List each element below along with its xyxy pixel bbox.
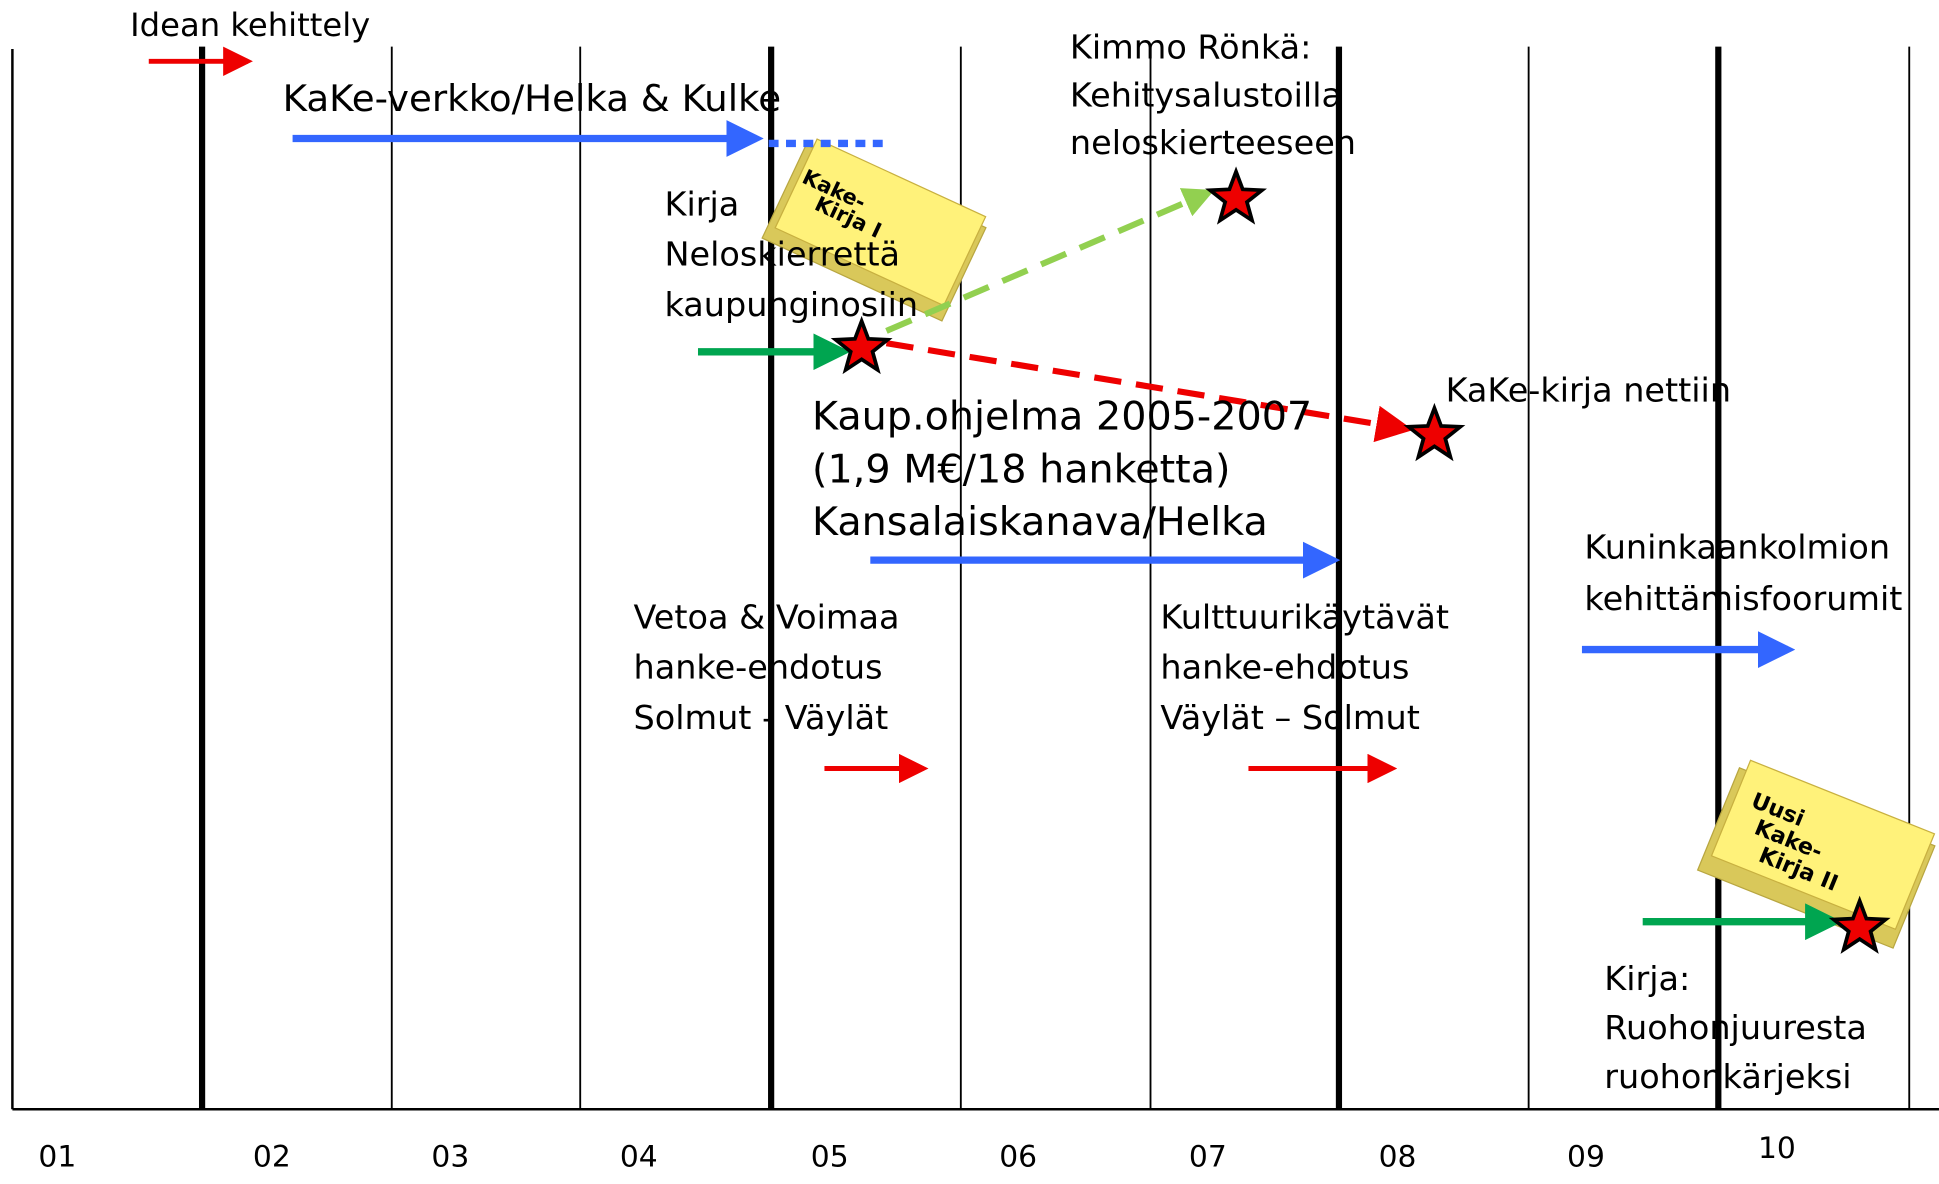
label: Kansalaiskanava/Helka (812, 499, 1268, 545)
label: (1,9 M€/18 hanketta) (812, 447, 1230, 493)
texts: Idean kehittely KaKe-verkko/Helka & Kulke… (38, 6, 1902, 1174)
year-label: 09 (1567, 1140, 1605, 1174)
star (1205, 166, 1267, 225)
label: Kirja: (1604, 959, 1690, 998)
arrows (148, 46, 1843, 941)
label: Ruohonjuuresta (1604, 1008, 1867, 1047)
label: ruohonkärjeksi (1604, 1057, 1851, 1096)
year-label: 06 (999, 1140, 1037, 1174)
grid (11, 46, 1939, 1111)
year-label: 01 (38, 1140, 76, 1174)
label: Kimmo Rönkä: (1070, 28, 1311, 67)
year-label: 05 (811, 1140, 849, 1174)
year-label: 10 (1758, 1131, 1796, 1165)
year-label: 08 (1379, 1140, 1417, 1174)
label: kehittämisfoorumit (1584, 579, 1902, 618)
label: KaKe-kirja nettiin (1446, 371, 1731, 410)
year-label: 02 (253, 1140, 291, 1174)
year-label: 03 (431, 1140, 469, 1174)
year-label: 04 (620, 1140, 658, 1174)
label: Vetoa & Voimaa (634, 598, 900, 637)
star (830, 315, 893, 375)
star (1828, 895, 1891, 954)
star (1403, 402, 1466, 462)
label: Kulttuurikäytävät (1160, 598, 1449, 637)
label: kaupunginosiin (665, 285, 919, 324)
books (761, 138, 1936, 949)
label: hanke-ehdotus (634, 648, 883, 687)
label: Kirja (665, 185, 740, 224)
label: Väylät – Solmut (1160, 698, 1419, 737)
label: Neloskierrettä (665, 235, 901, 274)
year-label: 07 (1189, 1140, 1227, 1174)
label: Kaup.ohjelma 2005-2007 (812, 394, 1312, 440)
label: neloskierteeseen (1070, 123, 1356, 162)
label: Solmut - Väylät (634, 698, 889, 737)
label: Idean kehittely (130, 6, 370, 44)
label: Kuninkaankolmion (1584, 528, 1890, 567)
label: KaKe-verkko/Helka & Kulke (283, 77, 781, 120)
stars (830, 166, 1891, 954)
label: Kehitysalustoilla (1070, 75, 1342, 114)
label: hanke-ehdotus (1160, 648, 1409, 687)
